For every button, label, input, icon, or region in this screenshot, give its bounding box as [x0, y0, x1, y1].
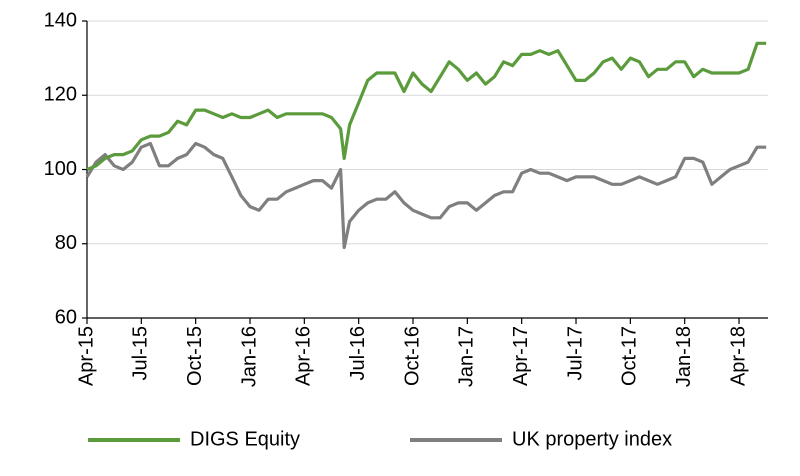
series-line	[85, 141, 767, 250]
y-tick-label: 100	[44, 158, 77, 180]
x-tick-label: Oct-16	[401, 326, 423, 386]
y-tick-label: 60	[55, 306, 77, 328]
x-tick-label: Oct-17	[619, 326, 641, 386]
y-tick-label: 140	[44, 9, 77, 31]
legend-label: UK property index	[512, 428, 672, 450]
y-tick-label: 120	[44, 84, 77, 106]
x-tick-label: Jul-17	[564, 326, 586, 380]
x-tick-label: Jul-15	[130, 326, 152, 380]
x-tick-label: Apr-17	[510, 326, 532, 386]
y-tick-label: 80	[55, 232, 77, 254]
x-tick-label: Jan-18	[673, 326, 695, 387]
x-tick-label: Jul-16	[347, 326, 369, 380]
x-tick-label: Apr-16	[293, 326, 315, 386]
x-tick-label: Apr-18	[727, 326, 749, 386]
x-tick-label: Apr-15	[75, 326, 97, 386]
series-line	[86, 41, 767, 171]
x-tick-label: Jan-16	[238, 326, 260, 387]
legend-label: DIGS Equity	[190, 428, 300, 450]
x-tick-label: Oct-15	[184, 326, 206, 386]
x-tick-label: Jan-17	[456, 326, 478, 387]
